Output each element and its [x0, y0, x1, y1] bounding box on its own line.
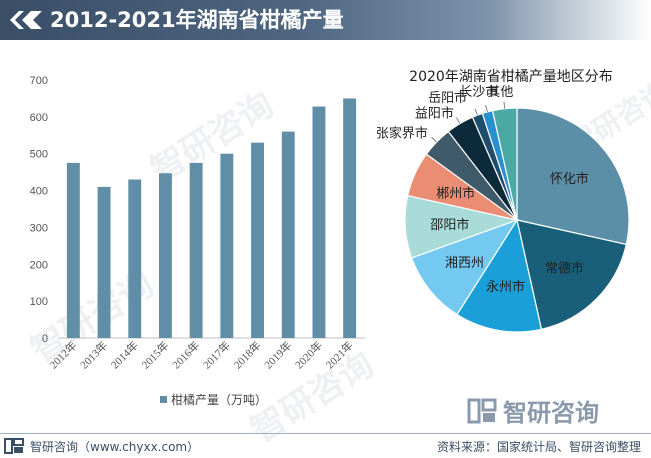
pie-label-永州市: 永州市	[486, 279, 525, 295]
pie-chart-title: 2020年湖南省柑橘产量地区分布	[409, 69, 613, 85]
pie-label-其他: 其他	[487, 85, 513, 100]
x-tick-label: 2013年	[77, 338, 110, 371]
x-tick-label: 2020年	[292, 338, 325, 371]
pie-slice-常德市	[516, 219, 628, 331]
header-banner: 2012-2021年湖南省柑橘产量	[0, 0, 651, 40]
double-chevron-icon	[10, 11, 42, 29]
bar-2014年	[128, 179, 142, 338]
bar-2020年	[312, 106, 326, 338]
pie-label-怀化市: 怀化市	[550, 171, 589, 187]
bar-2019年	[281, 131, 295, 338]
pie-label-湘西州: 湘西州	[445, 256, 484, 271]
x-tick-label: 2017年	[200, 338, 233, 371]
pie-leader-line	[485, 105, 488, 113]
pie-label-郴州市: 郴州市	[436, 185, 475, 201]
pie-label-岳阳市: 岳阳市	[428, 90, 467, 106]
x-tick-label: 2021年	[323, 338, 356, 371]
pie-slice-怀化市	[516, 107, 630, 246]
bar-2016年	[189, 162, 203, 338]
y-tick-label: 300	[30, 222, 48, 234]
pie-leader-line	[456, 117, 461, 124]
y-tick-label: 700	[30, 75, 48, 87]
footer-site-text: 智研咨询（www.chyxx.com）	[30, 439, 200, 454]
legend-swatch	[160, 396, 167, 403]
pie-label-邵阳市: 邵阳市	[430, 217, 469, 233]
bar-2018年	[251, 142, 264, 338]
y-tick-label: 0	[42, 333, 48, 345]
y-tick-label: 400	[30, 186, 48, 198]
pie-slice-永州市	[456, 218, 543, 333]
pie-label-益阳市: 益阳市	[415, 105, 454, 121]
pie-leader-line	[503, 101, 506, 109]
brand-watermark: 智研咨询	[467, 393, 599, 428]
pie-label-长沙市: 长沙市	[459, 84, 498, 100]
y-tick-label: 100	[30, 296, 48, 308]
footer-divider	[0, 433, 651, 434]
page-title: 2012-2021年湖南省柑橘产量	[50, 8, 344, 32]
pie-leader-line	[431, 136, 437, 143]
brand-name: 智研咨询	[503, 399, 599, 427]
bar-chart: 01002003004005006007002012年2013年2014年201…	[30, 75, 365, 407]
bar-2015年	[159, 173, 172, 338]
x-tick-label: 2015年	[138, 338, 171, 371]
y-tick-label: 200	[30, 259, 48, 271]
pie-label-常德市: 常德市	[545, 261, 584, 277]
brand-logo-icon	[467, 398, 497, 423]
footer-source-site: 智研咨询（www.chyxx.com）	[4, 437, 199, 455]
x-tick-label: 2014年	[108, 338, 141, 371]
legend-label: 柑橘产量（万吨）	[171, 392, 267, 407]
y-tick-label: 500	[30, 149, 48, 161]
x-tick-label: 2019年	[261, 338, 294, 371]
bar-2012年	[66, 162, 80, 338]
bar-2021年	[343, 98, 357, 338]
pie-slice-湘西州	[410, 218, 519, 316]
footer-data-source: 资料来源：国家统计局、智研咨询整理	[436, 440, 641, 454]
brand-logo-icon	[4, 438, 24, 454]
y-tick-label: 600	[30, 112, 48, 124]
x-tick-label: 2018年	[230, 338, 263, 371]
x-tick-label: 2016年	[169, 338, 202, 371]
x-tick-label: 2012年	[46, 338, 79, 371]
pie-leader-line	[474, 108, 478, 116]
pie-label-张家界市: 张家界市	[376, 126, 428, 142]
bar-2017年	[220, 153, 234, 338]
bar-2013年	[97, 186, 111, 338]
